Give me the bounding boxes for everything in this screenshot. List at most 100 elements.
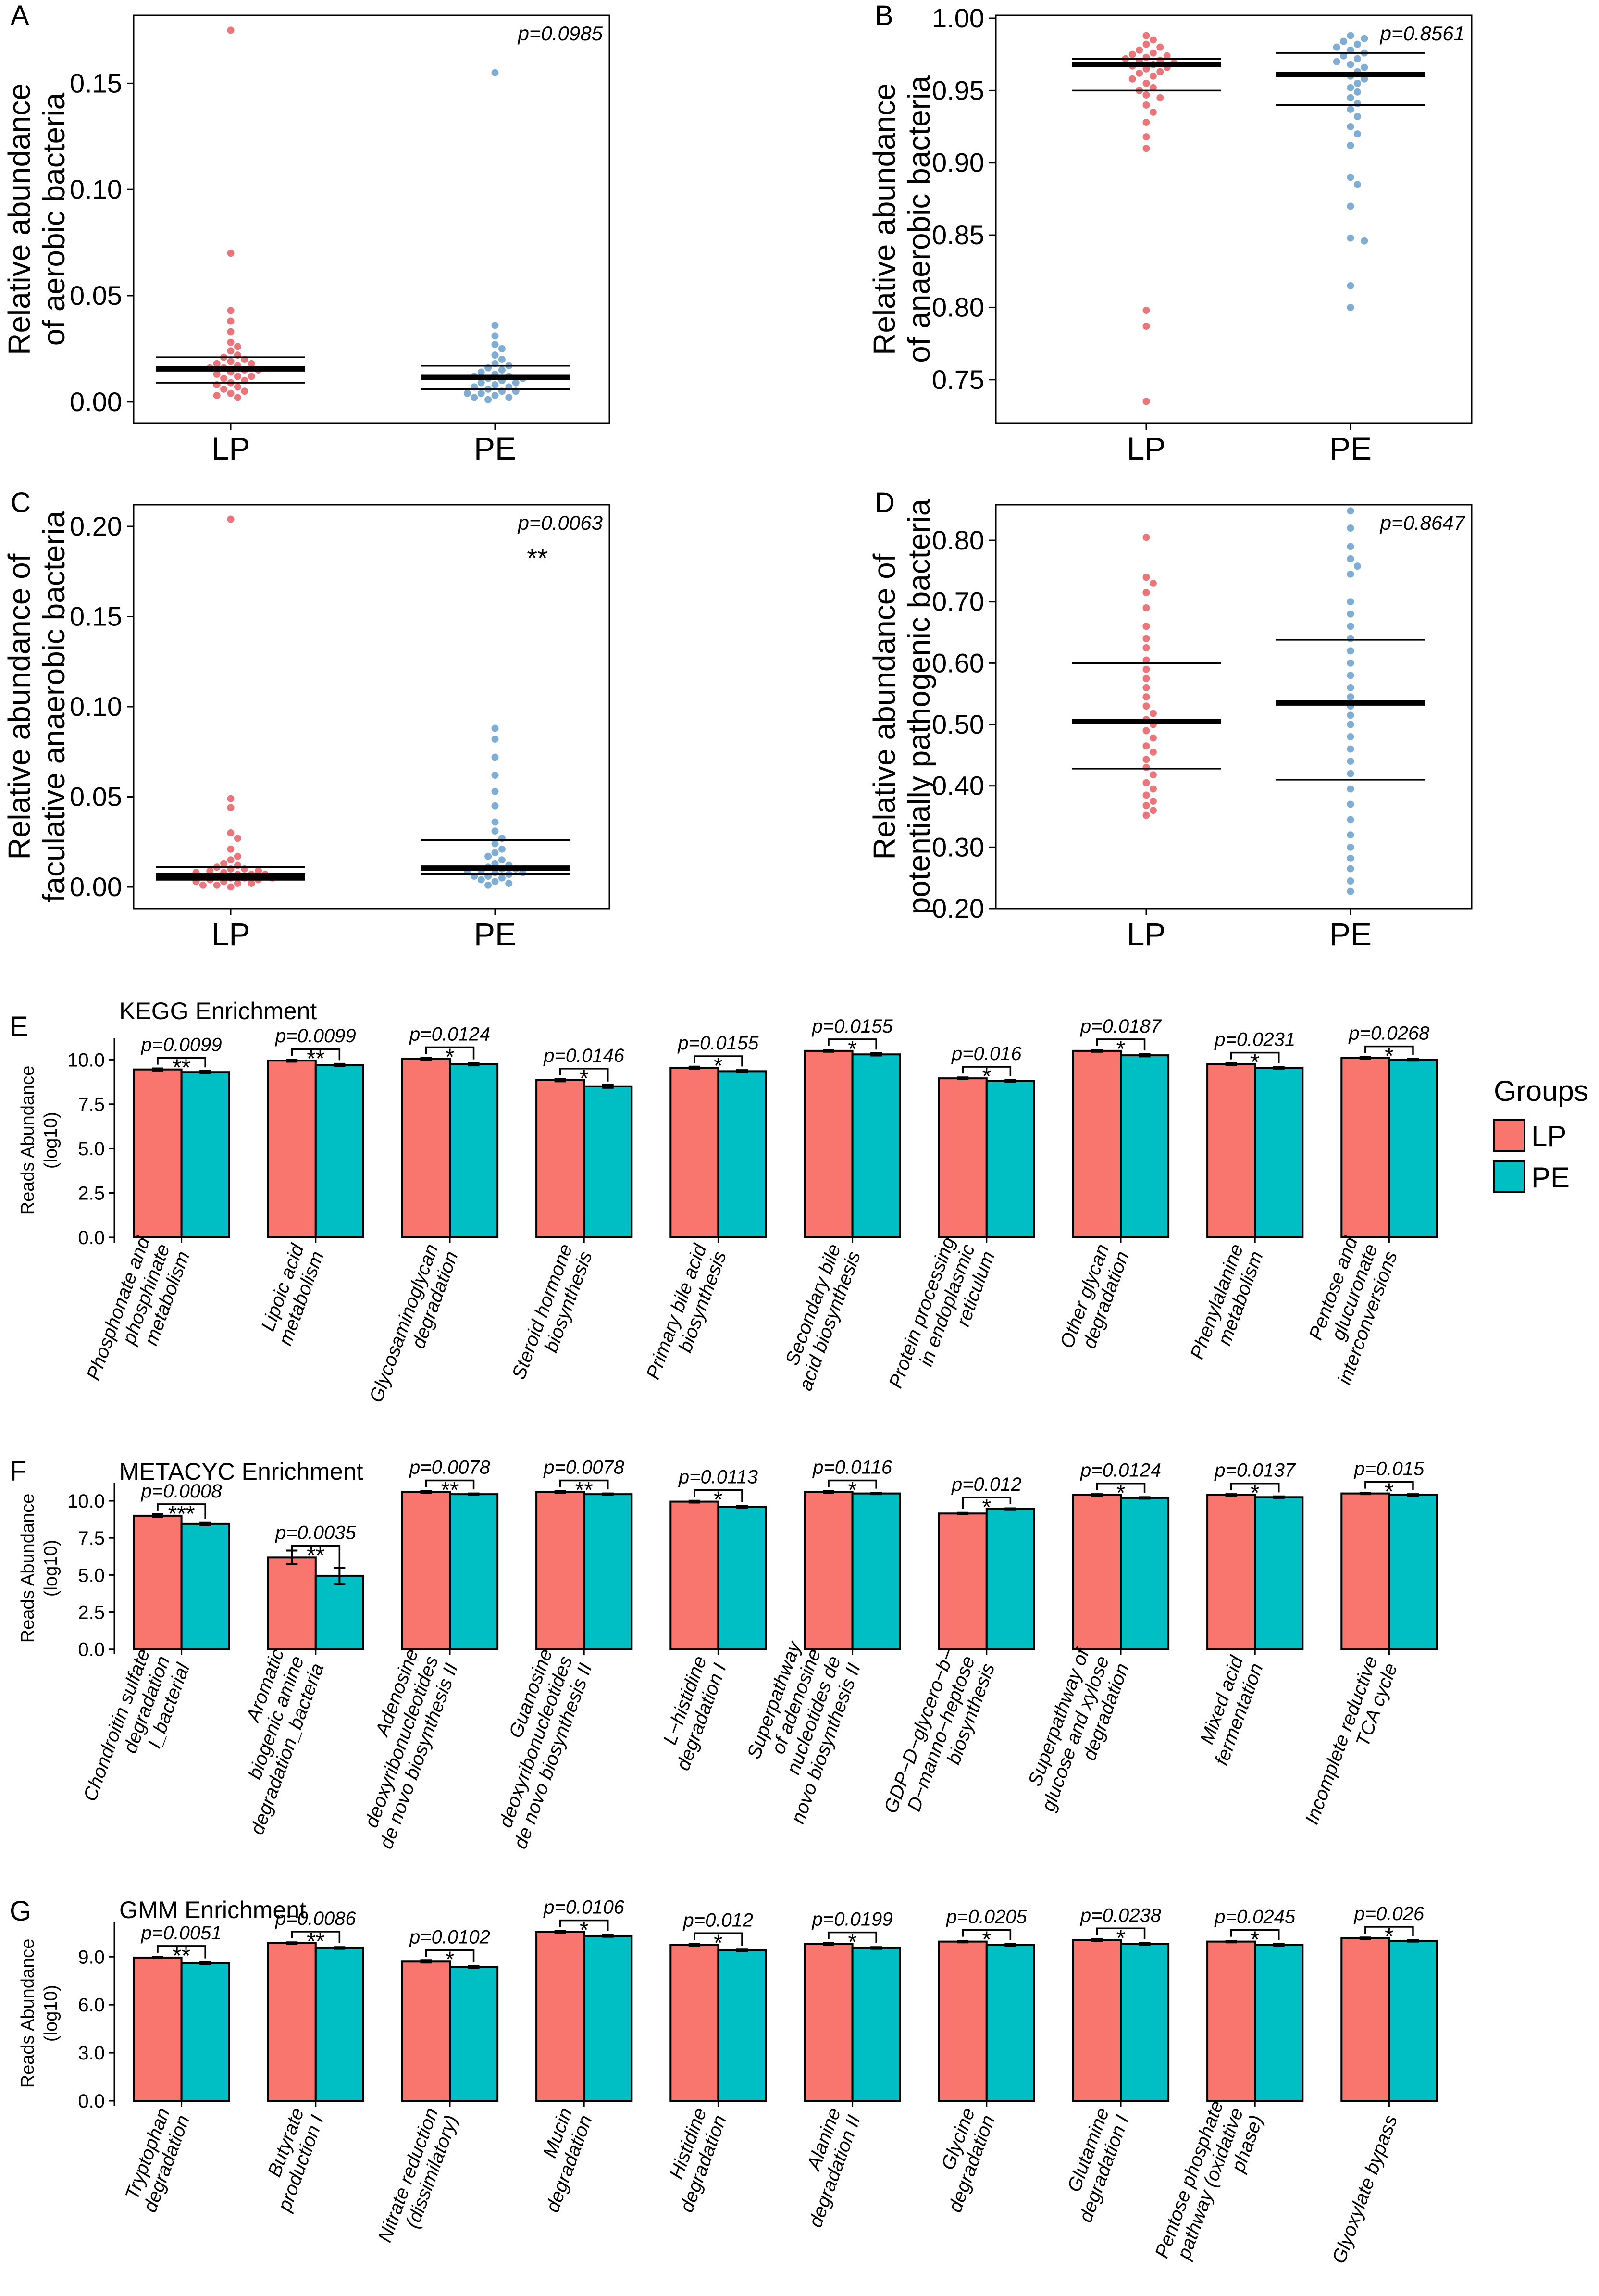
x-tick-label: LP: [1127, 431, 1166, 466]
data-point-pe: [1361, 35, 1368, 42]
data-point-lp: [227, 26, 235, 34]
p-value: p=0.0051: [141, 1922, 222, 1944]
significance-stars: **: [307, 1543, 324, 1568]
bar-pe: [1120, 1497, 1170, 1650]
data-point-pe: [491, 787, 499, 795]
data-point-lp: [220, 385, 228, 393]
significance-bracket: [1364, 1045, 1414, 1055]
data-point-lp: [227, 883, 235, 891]
bar-pe: [717, 1070, 767, 1238]
bar-lp: [535, 1491, 585, 1650]
bar-lp: [535, 1079, 585, 1238]
data-point-pe: [505, 880, 513, 887]
panel-e: E KEGG Enrichment 0.0 2.5 5.0 7.5 10.0 Reads Ab…: [10, 998, 1438, 1405]
data-point-pe: [463, 389, 471, 397]
y-tick-label: 2.5: [78, 1602, 105, 1623]
bar-lp: [267, 1556, 317, 1650]
data-point-pe: [1347, 610, 1354, 618]
y-tick-label: 0.0: [78, 1639, 105, 1660]
p-value: p=0.0231: [1214, 1029, 1295, 1050]
bar-pe: [314, 1064, 364, 1238]
y-tick-label: 0.00: [70, 872, 122, 902]
y-tick-label: 0.20: [932, 893, 984, 923]
significance-stars: *: [714, 1930, 723, 1956]
y-tick-label: 5.0: [78, 1565, 105, 1586]
bar-lp: [267, 1060, 317, 1238]
panel-d: D 0.20 0.30 0.40 0.50 0.60 0.70 0.80 Relative ab…: [867, 487, 1473, 952]
bar-lp: [401, 1491, 451, 1650]
data-point-pe: [491, 840, 499, 848]
data-point-lp: [234, 394, 241, 401]
bar-pe: [180, 1522, 230, 1650]
data-point-lp: [1142, 323, 1150, 330]
data-point-pe: [491, 802, 499, 810]
x-tick-label: Other glycandegradation: [1056, 1241, 1133, 1358]
bar-lp: [133, 1068, 183, 1238]
data-point-pe: [491, 322, 499, 329]
data-point-pe: [1347, 647, 1354, 655]
significance-stars: *: [1116, 1925, 1126, 1951]
x-tick-label: Steroid hormonebiosynthesis: [508, 1241, 596, 1389]
y-tick-label: 7.5: [78, 1528, 105, 1549]
legend-label-pe: PE: [1531, 1161, 1570, 1194]
data-point-lp: [1142, 779, 1150, 786]
p-value: p=0.0116: [812, 1457, 892, 1478]
data-point-pe: [498, 845, 506, 853]
y-axis-label: Relative abundance of: [867, 553, 902, 860]
significance-bracket: [1096, 1927, 1146, 1939]
data-point-lp: [1142, 101, 1150, 109]
y-axis-label: faculative anaerobic bacteria: [37, 511, 71, 902]
y-axis-label: potentially pathogenic bacteria: [902, 499, 936, 914]
data-point-lp: [1142, 656, 1150, 664]
bar-lp: [401, 1058, 451, 1238]
p-value: p=0.015: [1354, 1459, 1425, 1480]
data-point-pe: [1347, 721, 1354, 728]
data-point-lp: [1142, 589, 1150, 597]
x-tick-label: LP: [1127, 916, 1166, 952]
p-value: p=0.0099: [141, 1035, 222, 1056]
panel-f: F METACYC Enrichment 0.0 2.5 5.0 7.5 10.0 Reads…: [10, 1456, 1438, 1852]
data-point-pe: [1347, 32, 1354, 39]
data-point-pe: [1347, 623, 1354, 630]
bar-pe: [583, 1085, 633, 1238]
data-point-lp: [213, 392, 221, 399]
significance-bracket: [1364, 1481, 1414, 1490]
data-point-lp: [227, 317, 235, 325]
data-point-lp: [1142, 674, 1150, 682]
plot-frame: [133, 14, 610, 424]
p-value: p=0.0205: [946, 1907, 1028, 1928]
y-tick-label: 0.50: [932, 709, 984, 739]
data-point-lp: [220, 374, 228, 382]
data-point-pe: [1347, 202, 1354, 210]
data-point-lp: [1142, 702, 1150, 710]
x-tick-label: Aromaticbiogenic aminedegradation_bacter…: [207, 1646, 328, 1837]
data-point-pe: [491, 341, 499, 349]
data-point-pe: [491, 332, 499, 340]
data-point-pe: [498, 356, 506, 363]
data-point-lp: [1142, 79, 1150, 87]
significance-stars: *: [580, 1918, 589, 1943]
bar-pe: [851, 1053, 901, 1238]
y-tick-label: 0.15: [70, 68, 122, 98]
y-tick-label: 0.95: [932, 75, 984, 105]
x-tick-label: LP: [211, 916, 250, 952]
data-point-lp: [1142, 53, 1150, 61]
bar-pe: [851, 1947, 901, 2102]
y-axis-label: Relative abundance of: [2, 553, 37, 860]
bar-pe: [851, 1492, 901, 1650]
x-tick-label: Glutaminedegradation I: [1055, 2105, 1133, 2225]
data-point-lp: [234, 343, 241, 350]
x-tick-label: Butyrateproduction I: [254, 2105, 328, 2214]
significance-stars: *: [1251, 1927, 1260, 1953]
y-axis-label: of anaerobic bacteria: [902, 75, 936, 363]
bar-pe: [449, 1966, 499, 2102]
data-point-lp: [227, 389, 235, 397]
data-point-lp: [1149, 108, 1157, 116]
p-value: p=0.0985: [517, 22, 603, 45]
data-point-lp: [1149, 49, 1157, 57]
bar-pe: [717, 1949, 767, 2102]
data-point-lp: [1149, 807, 1157, 814]
data-point-lp: [227, 338, 235, 346]
data-point-pe: [1353, 40, 1361, 48]
